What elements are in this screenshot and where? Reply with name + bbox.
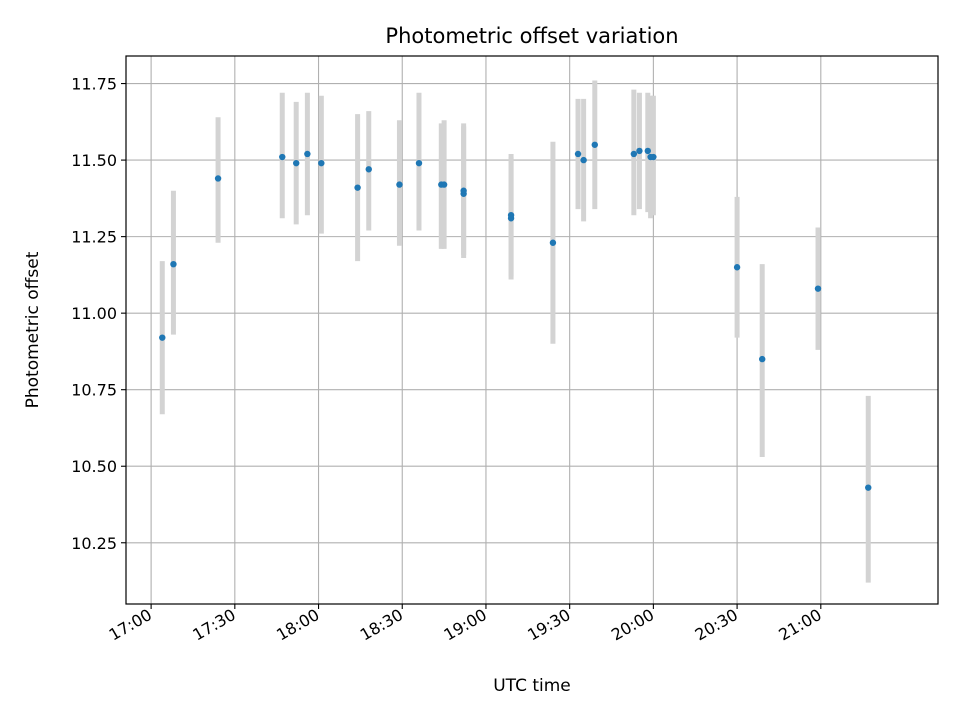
y-tick-label: 10.25	[71, 534, 117, 553]
y-tick-label: 10.50	[71, 457, 117, 476]
data-point	[293, 159, 300, 167]
grid-layer	[126, 56, 938, 604]
data-point	[354, 184, 361, 191]
data-point	[636, 147, 643, 155]
data-point	[440, 181, 448, 188]
data-point	[507, 215, 515, 222]
data-point	[159, 334, 166, 341]
data-point	[650, 153, 657, 161]
data-point	[318, 159, 325, 167]
plot-frame	[125, 55, 939, 605]
y-tick-label: 10.75	[71, 381, 117, 400]
data-point	[574, 150, 582, 158]
data-point	[396, 181, 403, 188]
x-axis-label: UTC time	[493, 676, 571, 696]
data-point	[365, 166, 372, 173]
data-point	[759, 355, 766, 363]
data-point	[279, 153, 286, 161]
data-point	[170, 260, 177, 268]
data-point	[865, 484, 872, 491]
y-axis-label: Photometric offset	[23, 251, 43, 408]
data-point	[214, 175, 222, 182]
data-point	[591, 141, 598, 148]
point-layer	[159, 141, 872, 491]
data-point	[460, 187, 467, 194]
data-point	[580, 156, 587, 164]
data-point	[733, 264, 741, 271]
data-point	[630, 150, 638, 158]
data-point	[814, 285, 822, 292]
y-tick-label: 11.25	[71, 228, 117, 247]
data-point	[415, 159, 423, 167]
y-tick-label: 11.00	[71, 304, 117, 323]
data-point	[549, 239, 557, 246]
data-point	[304, 150, 311, 158]
data-point	[644, 147, 652, 155]
y-tick-label: 11.75	[71, 75, 117, 94]
chart-title: Photometric offset variation	[385, 24, 678, 48]
y-tick-label: 11.50	[71, 151, 117, 170]
